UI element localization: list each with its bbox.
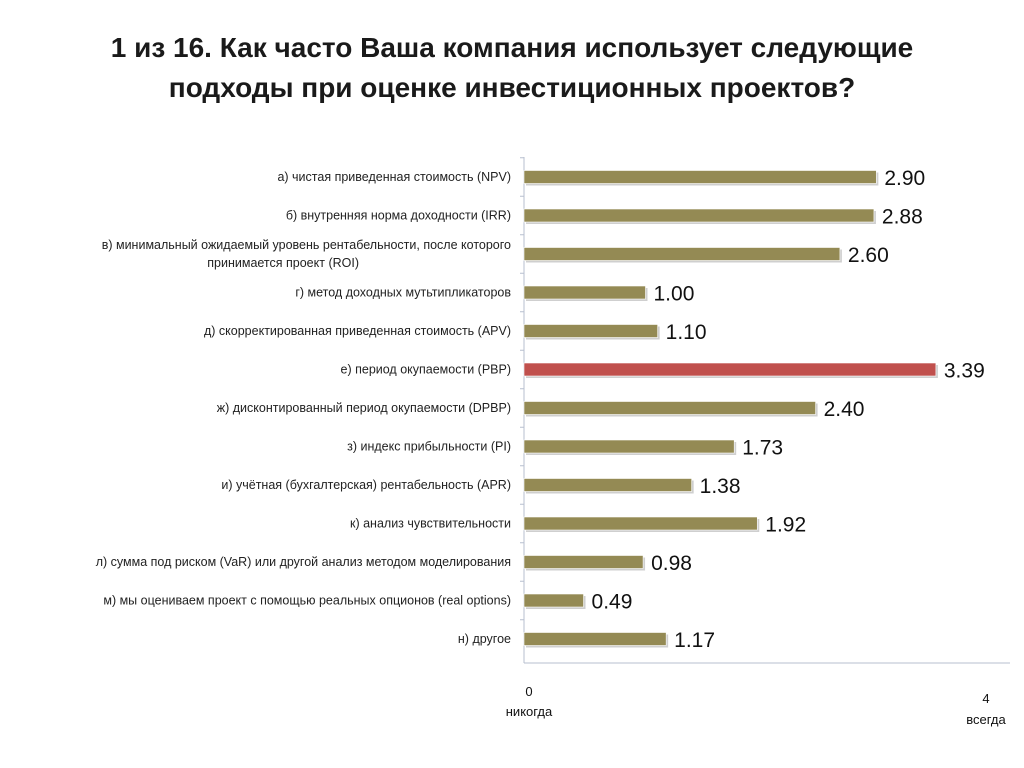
value-label: 1.10 [666,321,707,344]
category-label: д) скорректированная приведенная стоимос… [204,324,511,338]
value-label: 2.60 [848,244,889,267]
category-label: г) метод доходных мутьтипликаторов [295,286,511,300]
category-label: е) период окупаемости (PBP) [341,363,511,377]
value-label: 2.40 [824,398,865,421]
category-label: б) внутренняя норма доходности (IRR) [286,209,511,223]
bar [523,324,658,338]
chart-title-line-2: подходы при оценке инвестиционных проект… [168,72,856,103]
value-label: 1.73 [742,437,783,460]
category-label: л) сумма под риском (VaR) или другой ана… [96,555,511,569]
category-label: к) анализ чувствительности [350,517,511,531]
category-label: м) мы оцениваем проект с помощью реальны… [103,594,511,608]
value-label: 1.17 [674,629,715,652]
bar [523,362,937,377]
bar [523,478,692,492]
bar [523,516,758,531]
category-label: и) учётная (бухгалтерская) рентабельност… [221,478,511,492]
bar [523,247,841,261]
chart-title: 1 из 16. Как часто Ваша компания использ… [40,28,984,108]
bar [523,593,584,608]
category-label: в) минимальный ожидаемый уровень рентабе… [102,238,511,252]
bar [523,632,667,646]
bar [523,401,816,415]
bar [523,555,644,569]
category-label: а) чистая приведенная стоимость (NPV) [277,170,511,184]
category-label: ж) дисконтированный период окупаемости (… [217,401,511,415]
category-label-line-2: принимается проект (ROI) [207,256,359,270]
x-axis-max-label: всегда [966,712,1006,727]
value-label: 1.38 [700,475,741,498]
value-label: 2.90 [884,167,925,190]
value-label: 1.92 [765,514,806,537]
category-label: з) индекс прибыльности (PI) [347,440,511,454]
value-label: 1.00 [654,283,695,306]
bar [523,170,877,184]
bar [523,208,875,223]
value-label: 3.39 [944,360,985,383]
x-axis-max-value: 4 [982,691,989,706]
x-axis-min-label: никогда [506,704,553,719]
x-axis-min-value: 0 [525,684,532,699]
value-label: 0.98 [651,552,692,575]
value-label: 0.49 [592,591,633,614]
bar [523,285,646,300]
category-label: н) другое [458,632,511,646]
value-label: 2.88 [882,206,923,229]
chart-title-line-1: 1 из 16. Как часто Ваша компания использ… [110,32,914,63]
bar [523,439,735,454]
